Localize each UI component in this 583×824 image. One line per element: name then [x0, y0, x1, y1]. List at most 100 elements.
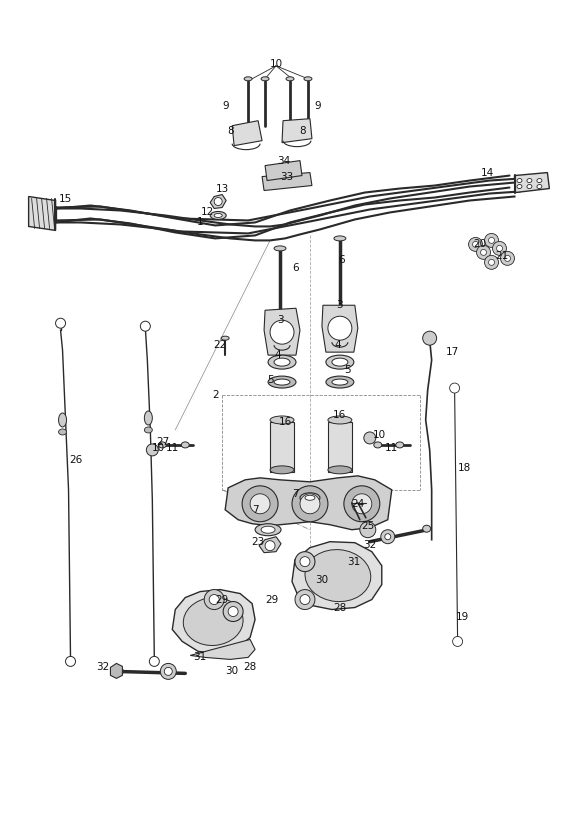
Ellipse shape — [305, 495, 315, 500]
Text: 32: 32 — [96, 662, 109, 672]
Text: 3: 3 — [336, 300, 343, 311]
Circle shape — [385, 534, 391, 540]
Circle shape — [295, 551, 315, 572]
Circle shape — [452, 636, 462, 647]
Ellipse shape — [268, 376, 296, 388]
Polygon shape — [29, 196, 55, 231]
Ellipse shape — [255, 524, 281, 536]
Text: 28: 28 — [333, 602, 346, 612]
Circle shape — [204, 590, 224, 610]
Text: 31: 31 — [194, 653, 207, 662]
Text: 8: 8 — [227, 126, 233, 136]
Text: 7: 7 — [292, 489, 298, 499]
Circle shape — [344, 486, 380, 522]
Ellipse shape — [332, 358, 348, 366]
Circle shape — [360, 522, 376, 538]
Circle shape — [364, 432, 376, 444]
Ellipse shape — [300, 493, 320, 503]
Ellipse shape — [159, 442, 166, 448]
Text: 3: 3 — [277, 316, 283, 325]
Circle shape — [65, 657, 76, 667]
Ellipse shape — [58, 413, 66, 427]
Polygon shape — [210, 194, 226, 208]
Text: 14: 14 — [481, 167, 494, 177]
Text: 28: 28 — [244, 662, 257, 672]
Polygon shape — [190, 639, 255, 659]
Circle shape — [476, 246, 490, 260]
Ellipse shape — [332, 379, 348, 385]
Ellipse shape — [274, 246, 286, 250]
Text: 29: 29 — [265, 595, 279, 605]
Ellipse shape — [274, 379, 290, 385]
Text: 26: 26 — [69, 455, 82, 465]
Text: 10: 10 — [152, 443, 165, 453]
Circle shape — [493, 241, 507, 255]
Text: 23: 23 — [251, 536, 265, 546]
Polygon shape — [110, 663, 122, 678]
Circle shape — [352, 494, 372, 513]
Circle shape — [300, 595, 310, 605]
Circle shape — [489, 237, 494, 243]
Circle shape — [146, 444, 159, 456]
Ellipse shape — [334, 236, 346, 241]
Ellipse shape — [181, 442, 189, 448]
Ellipse shape — [537, 179, 542, 183]
Text: 30: 30 — [315, 574, 328, 584]
Text: 30: 30 — [226, 667, 238, 677]
Circle shape — [449, 383, 459, 393]
Circle shape — [250, 494, 270, 513]
Circle shape — [141, 321, 150, 331]
Ellipse shape — [268, 355, 296, 369]
Text: 1: 1 — [197, 218, 203, 227]
Text: 18: 18 — [458, 463, 471, 473]
Text: 33: 33 — [280, 171, 294, 181]
Text: 16: 16 — [279, 417, 292, 427]
Ellipse shape — [145, 427, 152, 433]
Ellipse shape — [517, 185, 522, 189]
Ellipse shape — [374, 442, 382, 448]
Text: 12: 12 — [201, 208, 214, 218]
Circle shape — [500, 251, 514, 265]
Text: 4: 4 — [335, 340, 341, 350]
Text: 6: 6 — [293, 264, 299, 274]
Circle shape — [214, 198, 222, 205]
Ellipse shape — [326, 355, 354, 369]
Circle shape — [265, 541, 275, 550]
Text: 19: 19 — [456, 611, 469, 621]
Text: 7: 7 — [252, 505, 258, 515]
Ellipse shape — [261, 527, 275, 533]
Circle shape — [228, 606, 238, 616]
Circle shape — [270, 321, 294, 344]
Bar — [270, 422, 294, 472]
Ellipse shape — [328, 416, 352, 424]
Polygon shape — [225, 475, 392, 530]
Polygon shape — [282, 119, 312, 143]
Text: 32: 32 — [363, 540, 377, 550]
Polygon shape — [259, 536, 281, 553]
Text: 24: 24 — [351, 499, 364, 508]
Circle shape — [164, 667, 173, 676]
Circle shape — [242, 486, 278, 522]
Ellipse shape — [286, 77, 294, 81]
Ellipse shape — [145, 411, 152, 425]
Ellipse shape — [517, 179, 522, 183]
Circle shape — [55, 318, 65, 328]
Ellipse shape — [527, 185, 532, 189]
Ellipse shape — [183, 597, 243, 645]
Ellipse shape — [423, 525, 431, 532]
Text: 15: 15 — [59, 194, 72, 204]
Circle shape — [484, 255, 498, 269]
Text: 17: 17 — [446, 347, 459, 357]
Text: 11: 11 — [385, 443, 398, 453]
Circle shape — [423, 331, 437, 345]
Text: 10: 10 — [269, 59, 283, 69]
Ellipse shape — [221, 336, 229, 340]
Bar — [328, 422, 352, 472]
Circle shape — [160, 663, 176, 679]
Circle shape — [504, 255, 511, 261]
Text: 22: 22 — [213, 340, 227, 350]
Polygon shape — [322, 305, 358, 352]
Polygon shape — [292, 541, 382, 610]
Ellipse shape — [527, 179, 532, 183]
Circle shape — [292, 486, 328, 522]
